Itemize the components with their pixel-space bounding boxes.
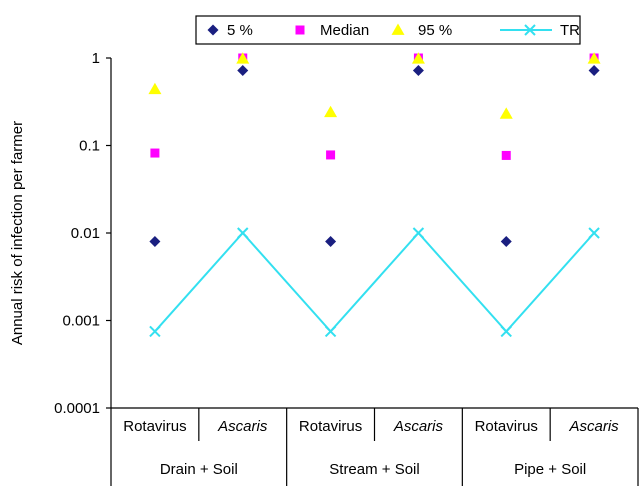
x-group-label: Drain + Soil <box>160 461 238 478</box>
legend-marker <box>295 25 305 35</box>
data-point-tr <box>412 227 425 239</box>
data-point-median <box>501 150 511 160</box>
x-marker-stroke <box>149 325 161 338</box>
y-axis: 1 0.1 0.01 0.001 0.0001 <box>54 50 112 417</box>
x-category-label: Rotavirus <box>299 418 362 435</box>
legend-label: 5 % <box>227 22 253 39</box>
x-axis: Rotavirus Ascaris Rotavirus Ascaris Rotaviru… <box>110 407 639 486</box>
data-point-95 <box>499 107 513 119</box>
x-marker-stroke <box>324 325 337 338</box>
data-point-95 <box>411 52 425 64</box>
x-marker-stroke <box>500 325 512 338</box>
x-category-label: Ascaris <box>568 418 619 435</box>
y-tick-label: 0.01 <box>71 225 100 242</box>
data-point-tr <box>500 325 512 338</box>
data-point-median <box>326 150 336 160</box>
data-point-median <box>150 148 160 158</box>
legend: 5 % Median 95 % TR <box>195 15 581 45</box>
x-category-label: Ascaris <box>393 418 444 435</box>
x-group-label: Stream + Soil <box>329 461 419 478</box>
x-category-label: Rotavirus <box>475 418 538 435</box>
y-tick-label: 0.0001 <box>54 400 100 417</box>
data-point-5 <box>237 64 249 76</box>
y-tick-label: 1 <box>92 50 100 67</box>
series-tr <box>149 227 600 338</box>
data-point-5 <box>412 64 424 76</box>
series-median <box>150 53 599 160</box>
data-point-tr <box>149 325 161 338</box>
data-point-5 <box>149 235 161 247</box>
legend-marker <box>391 23 405 35</box>
legend-marker <box>524 24 536 36</box>
x-category-label: Ascaris <box>217 418 268 435</box>
data-point-95 <box>236 52 250 64</box>
legend-label: TR <box>560 22 580 39</box>
data-point-tr <box>324 325 337 338</box>
data-point-5 <box>325 235 337 247</box>
y-axis-label: Annual risk of infection per farmer <box>9 121 26 345</box>
legend-label: Median <box>320 22 369 39</box>
legend-label: 95 % <box>418 22 452 39</box>
series-95 <box>148 52 601 119</box>
x-marker-stroke <box>412 227 425 239</box>
y-tick-label: 0.001 <box>62 313 100 330</box>
x-group-label: Pipe + Soil <box>514 461 586 478</box>
x-marker-stroke <box>524 24 536 36</box>
x-category-label: Rotavirus <box>123 418 186 435</box>
data-point-5 <box>500 235 512 247</box>
y-tick-label: 0.1 <box>79 138 100 155</box>
data-point-tr <box>588 227 600 239</box>
series-5 <box>149 64 600 247</box>
series-line-tr <box>154 231 595 333</box>
y-axis-title: Annual risk of infection per farmer <box>9 121 26 345</box>
legend-marker <box>207 24 219 36</box>
data-point-tr <box>237 227 249 239</box>
x-marker-stroke <box>237 227 249 239</box>
x-marker-stroke <box>588 227 600 239</box>
data-point-5 <box>588 64 600 76</box>
data-point-95 <box>324 105 338 118</box>
series-layer <box>148 52 601 338</box>
data-point-95 <box>587 52 601 64</box>
data-point-95 <box>148 82 162 95</box>
